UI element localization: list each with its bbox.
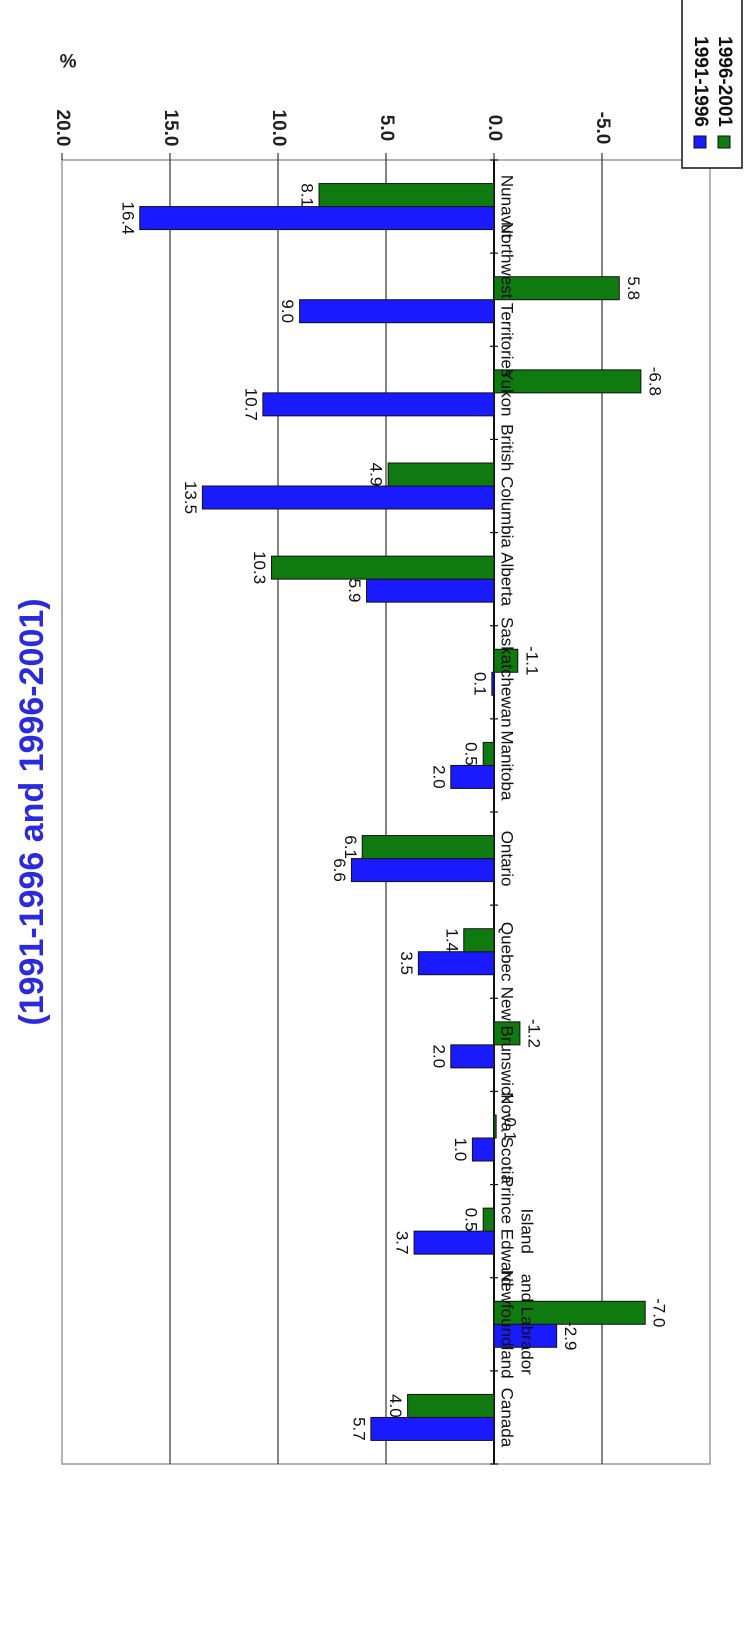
category-label: Yukon — [498, 369, 517, 416]
category-label: Nova Scotia — [498, 1092, 517, 1184]
category-label: Canada — [498, 1388, 517, 1448]
data-label: -1.1 — [522, 646, 541, 675]
bar — [139, 206, 495, 231]
legend: 1991-1996 1996-2001 — [681, 0, 743, 169]
y-tick-label: -5.0 — [592, 112, 613, 145]
bar — [450, 1044, 495, 1069]
category-label: British Columbia — [498, 424, 517, 548]
bar — [471, 1137, 495, 1162]
category-label: Nunavut — [498, 175, 517, 239]
bar — [450, 764, 495, 789]
data-label: 1.4 — [442, 928, 461, 952]
data-label: -6.8 — [645, 367, 664, 396]
y-tick-label: 5.0 — [376, 115, 397, 141]
data-label: 1.0 — [451, 1138, 470, 1162]
bar — [271, 555, 495, 580]
category-label: Prince Edward — [498, 1176, 517, 1287]
y-tick-labels: 20.015.010.05.00.0-5.0-10.0 — [52, 106, 721, 149]
y-tick-label: 10.0 — [268, 110, 289, 147]
category-label: and Labrador — [518, 1274, 537, 1375]
data-label: 10.3 — [250, 551, 269, 584]
bar — [201, 485, 495, 510]
data-label: 2.0 — [429, 765, 448, 789]
bar — [407, 1393, 495, 1418]
data-label: 3.5 — [397, 951, 416, 975]
data-label: 0.5 — [462, 1208, 481, 1232]
legend-swatch — [693, 135, 707, 149]
data-label: 8.1 — [298, 183, 317, 207]
bar — [361, 835, 495, 860]
bar — [491, 671, 495, 696]
bar — [350, 858, 495, 883]
bars — [139, 183, 646, 1441]
category-label: Newfoundland — [498, 1270, 517, 1379]
data-label: 5.9 — [345, 579, 364, 603]
y-tick-label: 15.0 — [160, 110, 181, 147]
data-label: 4.0 — [386, 1394, 405, 1418]
category-label: Island — [518, 1208, 537, 1253]
bar — [493, 1021, 521, 1046]
data-label: -1.2 — [524, 1019, 543, 1048]
data-label: 2.0 — [429, 1045, 448, 1069]
bar — [387, 462, 495, 487]
data-label: -7.0 — [650, 1298, 669, 1327]
category-label: Saskatchewan — [498, 617, 517, 728]
bar — [493, 1114, 497, 1139]
category-label: Quebec — [498, 922, 517, 982]
chart-subtitle: (1991-1996 and 1996-2001) — [13, 598, 51, 1025]
legend-box — [681, 0, 743, 169]
data-label: 3.7 — [393, 1231, 412, 1255]
data-label: 5.7 — [349, 1417, 368, 1441]
bar — [493, 648, 519, 673]
data-label: 0.1 — [470, 672, 489, 696]
data-label: 4.9 — [367, 463, 386, 487]
bar — [413, 1230, 495, 1255]
data-labels: 5.7 4.0 -2.9 -7.0 3.7 0.5 1.0 -0.1 2.0 -1.2 3.5 1.4… — [118, 183, 668, 1440]
data-label: -0.1 — [501, 1112, 520, 1141]
legend-label: 1991-1996 — [690, 36, 711, 127]
data-label: 13.5 — [181, 481, 200, 514]
bar — [262, 392, 495, 417]
bar — [493, 369, 642, 394]
y-tick-label: 0.0 — [484, 115, 505, 141]
bar — [493, 276, 620, 301]
bar — [299, 299, 495, 324]
data-label: 9.0 — [278, 299, 297, 323]
data-label: 6.1 — [341, 835, 360, 859]
bar — [370, 1416, 495, 1441]
data-label: 5.8 — [624, 276, 643, 300]
data-label: 6.6 — [330, 858, 349, 882]
category-label: Manitoba — [498, 730, 517, 800]
data-label: -2.9 — [561, 1321, 580, 1350]
bar — [417, 951, 495, 976]
category-label: Northwest Territories — [498, 222, 517, 378]
data-label: 16.4 — [118, 202, 137, 235]
bar — [482, 1207, 495, 1232]
y-axis-label: % — [59, 49, 76, 70]
legend-swatch — [717, 135, 731, 149]
bar — [366, 578, 495, 603]
legend-label: 1996-2001 — [714, 36, 735, 127]
bar — [482, 741, 495, 766]
data-label: 10.7 — [241, 388, 260, 421]
bar — [493, 1300, 646, 1325]
category-label: Ontario — [498, 831, 517, 887]
bar — [318, 183, 495, 208]
category-label: New Brunswick — [498, 987, 517, 1104]
data-label: 0.5 — [462, 742, 481, 766]
bar — [463, 928, 495, 953]
y-tick-label: 20.0 — [52, 110, 73, 147]
category-label: Alberta — [498, 552, 517, 606]
